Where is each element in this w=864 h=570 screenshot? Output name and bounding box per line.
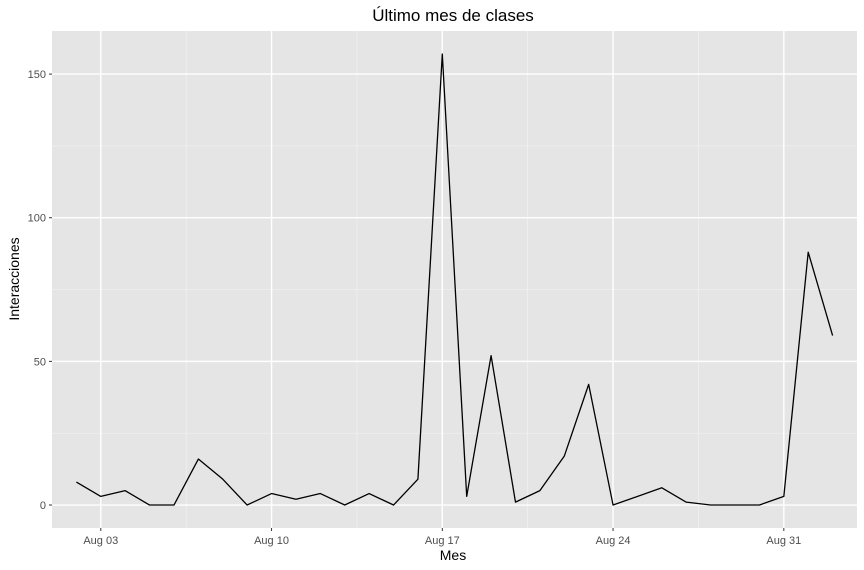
- x-tick-label: Aug 10: [254, 535, 289, 547]
- data-layer: [76, 53, 834, 506]
- chart-title: Último mes de clases: [372, 6, 534, 25]
- x-axis: Aug 03 Aug 10 Aug 17 Aug 24 Aug 31: [83, 528, 801, 547]
- x-tick-label: Aug 31: [766, 535, 801, 547]
- y-tick-label: 150: [28, 69, 46, 81]
- x-axis-title: Mes: [440, 547, 466, 563]
- y-axis-title: Interacciones: [6, 237, 22, 320]
- major-gridlines: [52, 31, 857, 528]
- x-tick-label: Aug 24: [596, 535, 631, 547]
- y-tick-label: 50: [34, 356, 46, 368]
- series-line: [76, 53, 834, 506]
- minor-gridlines: [52, 31, 857, 528]
- y-axis: 0 50 100 150: [28, 69, 52, 512]
- x-tick-label: Aug 03: [83, 535, 118, 547]
- y-tick-label: 0: [40, 500, 46, 512]
- y-tick-label: 100: [28, 213, 46, 225]
- x-tick-label: Aug 17: [425, 535, 460, 547]
